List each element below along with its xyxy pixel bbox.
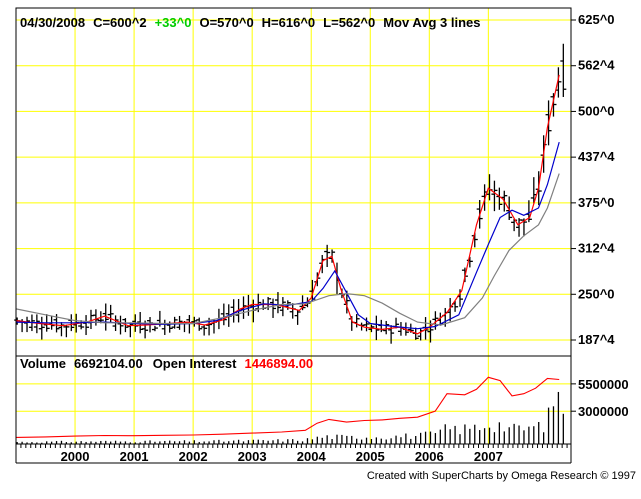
x-tick-label: 2007 [474, 449, 503, 464]
x-axis-ticks: 2000 2001 2002 2003 2004 2005 2006 2007 [15, 444, 568, 464]
x-tick-label: 2002 [179, 449, 208, 464]
open-interest-path [15, 376, 560, 438]
footer-credit: Created with SuperCharts by Omega Resear… [367, 470, 636, 482]
x-tick-label: 2000 [61, 449, 90, 464]
oi-value: 1446894.00 [244, 356, 313, 371]
header-line: 04/30/2008 C=600^2 +33^0 O=570^0 H=616^0 L=56… [20, 15, 481, 30]
header-change: +33^0 [155, 15, 192, 30]
y-tick-label: 625^0 [578, 12, 615, 27]
y-tick-label: 437^4 [578, 149, 615, 164]
volume-tick-label: 3000000 [578, 404, 629, 419]
volume-label: Volume [20, 356, 66, 371]
x-tick-label: 2003 [238, 449, 267, 464]
x-tick-label: 2005 [356, 449, 385, 464]
open-interest-line [15, 376, 560, 438]
ma-slow-line [15, 173, 560, 326]
y-tick-label: 562^4 [578, 58, 615, 73]
header-low: L=562^0 [323, 15, 375, 30]
moving-average-lines [15, 74, 560, 335]
grid [16, 8, 571, 444]
header-indicator: Mov Avg 3 lines [383, 15, 480, 30]
header-close: C=600^2 [93, 15, 147, 30]
volume-panel-frame [15, 355, 572, 445]
y-axis-ticks: 625^0 562^4 500^0 437^4 375^0 312^4 250^0 187^4 [571, 12, 615, 347]
volume-bars [16, 391, 564, 444]
x-tick-label: 2001 [120, 449, 149, 464]
volume-axis-ticks: 5500000 3000000 [571, 377, 629, 419]
y-tick-label: 187^4 [578, 332, 615, 347]
y-tick-label: 312^4 [578, 241, 615, 256]
x-tick-label: 2004 [297, 449, 327, 464]
header-open: O=570^0 [199, 15, 253, 30]
volume-value: 6692104.00 [74, 356, 143, 371]
ma-fast-line [15, 74, 560, 335]
header-high: H=616^0 [262, 15, 316, 30]
volume-tick-label: 5500000 [578, 377, 629, 392]
y-tick-label: 500^0 [578, 103, 615, 118]
oi-label: Open Interest [153, 356, 237, 371]
y-tick-label: 375^0 [578, 195, 615, 210]
volume-legend: Volume 6692104.00 Open Interest 1446894.00 [20, 356, 313, 371]
header-date: 04/30/2008 [20, 15, 85, 30]
ma-mid-line [15, 141, 560, 330]
y-tick-label: 250^0 [578, 286, 615, 301]
x-tick-label: 2006 [415, 449, 444, 464]
